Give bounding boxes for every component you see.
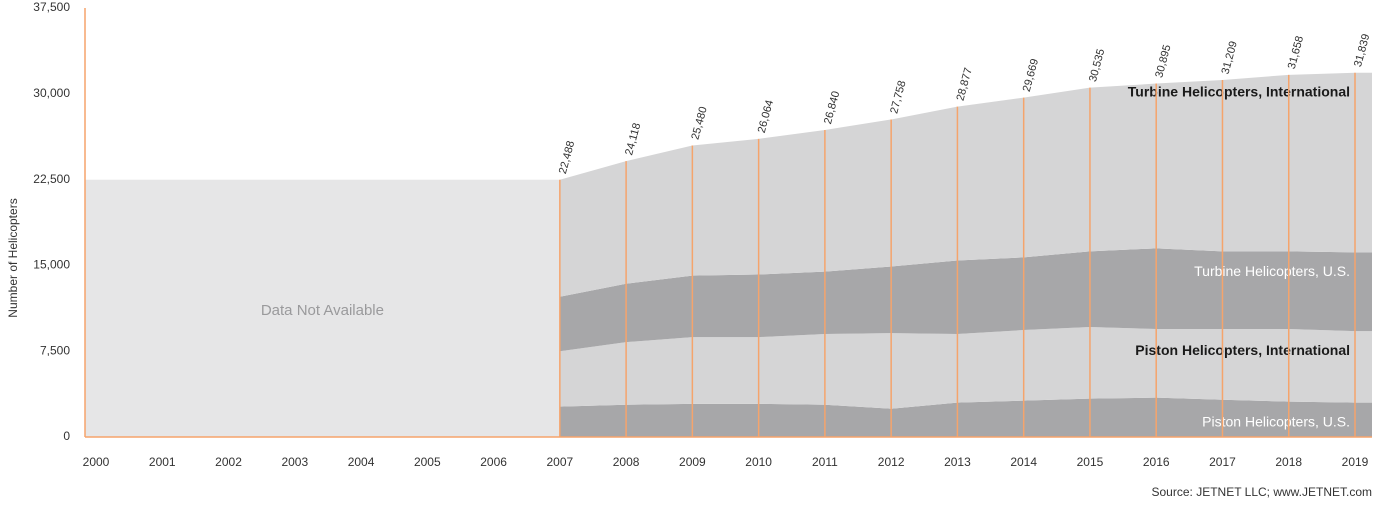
area [559, 397, 1372, 437]
area [559, 72, 1372, 297]
x-tick-label: 2014 [1010, 455, 1037, 469]
series-label: Piston Helicopters, International [1135, 342, 1350, 358]
y-tick-label: 30,000 [33, 86, 70, 100]
x-tick-label: 2017 [1209, 455, 1236, 469]
x-tick-label: 2006 [480, 455, 507, 469]
total-label: 25,480 [689, 105, 709, 141]
x-tick-label: 2018 [1275, 455, 1302, 469]
y-axis-label: Number of Helicopters [6, 198, 20, 317]
x-tick-label: 2008 [613, 455, 640, 469]
y-tick-label: 37,500 [33, 0, 70, 14]
y-tick-label: 15,000 [33, 258, 70, 272]
y-tick-label: 22,500 [33, 172, 70, 186]
x-tick-label: 2011 [812, 455, 838, 469]
x-tick-label: 2007 [546, 455, 573, 469]
x-tick-label: 2013 [944, 455, 971, 469]
total-label: 30,895 [1153, 43, 1173, 79]
total-label: 24,118 [623, 122, 643, 157]
x-tick-label: 2015 [1077, 455, 1104, 469]
x-tick-label: 2016 [1143, 455, 1170, 469]
annotation: Data Not Available [261, 302, 384, 319]
area [559, 327, 1372, 409]
total-label: 26,064 [756, 99, 776, 135]
total-label: 30,535 [1087, 48, 1107, 84]
total-label: 27,758 [888, 79, 908, 115]
y-tick-label: 0 [63, 429, 70, 443]
x-tick-label: 2019 [1342, 455, 1369, 469]
series-label: Turbine Helicopters, International [1128, 83, 1350, 99]
x-tick-label: 2003 [281, 455, 308, 469]
total-label: 22,488 [557, 140, 577, 176]
total-label: 31,658 [1286, 35, 1306, 71]
series-label: Turbine Helicopters, U.S. [1194, 263, 1350, 279]
series-label: Piston Helicopters, U.S. [1202, 413, 1350, 429]
y-tick-label: 7,500 [40, 343, 70, 357]
total-label: 31,209 [1220, 40, 1240, 76]
x-tick-label: 2009 [679, 455, 706, 469]
x-tick-label: 2005 [414, 455, 441, 469]
total-label: 31,839 [1352, 33, 1372, 69]
total-label: 26,840 [822, 90, 842, 126]
x-tick-label: 2010 [745, 455, 772, 469]
x-tick-label: 2012 [878, 455, 905, 469]
x-tick-label: 2002 [215, 455, 242, 469]
area [559, 248, 1372, 352]
total-label: 29,669 [1021, 58, 1041, 94]
x-tick-label: 2000 [83, 455, 110, 469]
not-available-area [85, 179, 560, 437]
x-tick-label: 2004 [348, 455, 375, 469]
source: Source: JETNET LLC; www.JETNET.com [1152, 485, 1373, 499]
x-tick-label: 2001 [149, 455, 176, 469]
total-label: 28,877 [955, 67, 975, 103]
